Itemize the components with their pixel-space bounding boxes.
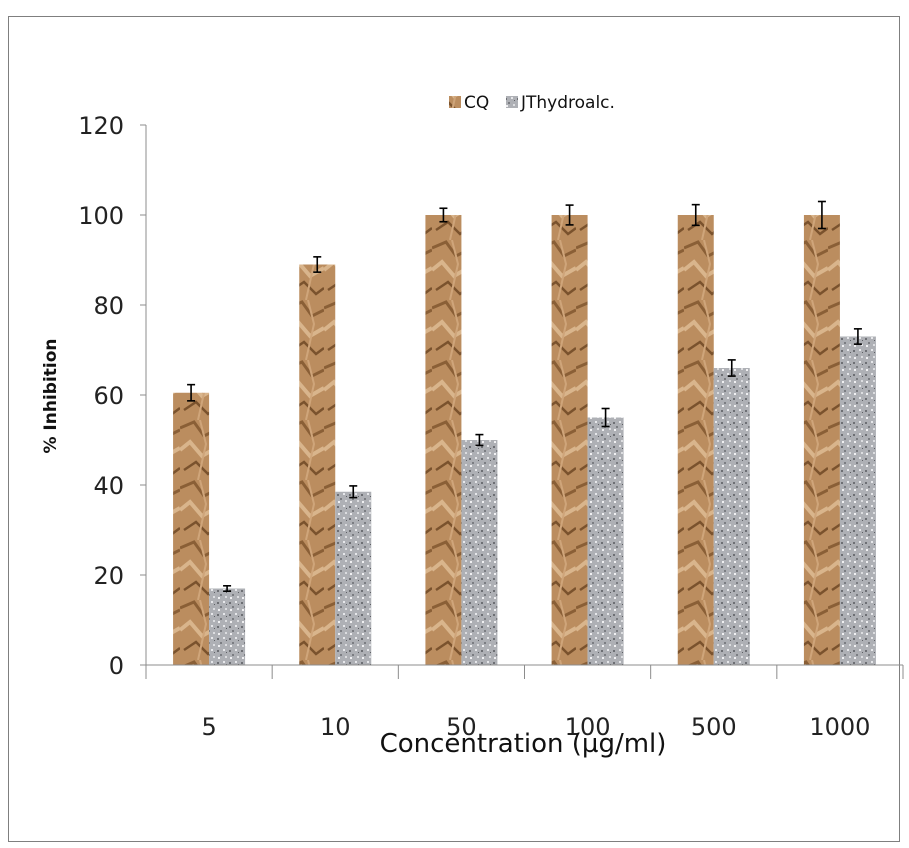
x-tick-label: 5 — [201, 713, 216, 741]
bar-cq — [425, 215, 462, 665]
x-axis-label: Concentration (µg/ml) — [380, 729, 667, 759]
plot-area — [173, 200, 876, 665]
y-tick-label: 20 — [93, 562, 124, 590]
legend: CQ JThydroalc. — [449, 93, 615, 113]
y-tick-label: 100 — [78, 202, 124, 230]
x-tick-label: 1000 — [809, 713, 870, 741]
error-bar — [187, 383, 196, 402]
legend-label-jthydroalc: JThydroalc. — [520, 93, 615, 113]
error-bar — [727, 359, 736, 377]
error-bar — [601, 407, 610, 428]
y-axis: 0 20 40 60 80 100 120 — [78, 112, 147, 680]
error-bar — [313, 256, 322, 273]
bar-cq — [173, 392, 210, 665]
x-tick-label: 500 — [691, 713, 737, 741]
bar-cq — [299, 264, 336, 665]
bar-jthydroalc — [587, 417, 624, 665]
error-bar — [223, 584, 232, 593]
bar-jthydroalc — [839, 336, 876, 665]
y-tick-label: 120 — [78, 112, 124, 140]
x-axis: 5 10 50 100 500 1000 — [145, 664, 904, 741]
legend-swatch-jthydroalc — [506, 96, 518, 108]
bar-cq — [803, 215, 840, 665]
bar-jthydroalc — [209, 588, 246, 665]
legend-swatch-cq — [449, 96, 461, 108]
legend-label-cq: CQ — [464, 93, 489, 113]
y-tick-label: 0 — [109, 652, 124, 680]
bar-cq — [677, 215, 714, 665]
y-tick-label: 40 — [93, 472, 124, 500]
error-bar — [691, 203, 700, 227]
bar-cq — [551, 215, 588, 665]
y-axis-label: % Inhibition — [41, 338, 61, 453]
error-bar — [853, 328, 862, 345]
x-tick-label: 50 — [446, 713, 477, 741]
x-tick-label: 100 — [565, 713, 611, 741]
error-bar — [475, 433, 484, 447]
error-bar — [439, 207, 448, 223]
x-tick-label: 10 — [320, 713, 351, 741]
error-bar — [565, 204, 574, 226]
y-tick-label: 60 — [93, 382, 124, 410]
error-bar — [349, 485, 358, 499]
bar-jthydroalc — [335, 491, 372, 665]
bar-jthydroalc — [461, 440, 498, 665]
y-tick-label: 80 — [93, 292, 124, 320]
bar-jthydroalc — [713, 368, 750, 665]
error-bar — [817, 200, 826, 230]
